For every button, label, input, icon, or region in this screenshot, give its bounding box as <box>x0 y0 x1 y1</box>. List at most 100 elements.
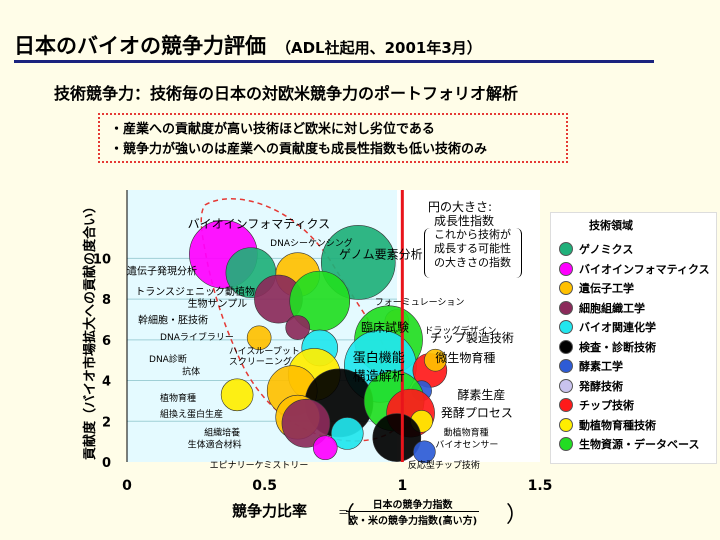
legend-label: バイオ関連化学 <box>579 321 656 334</box>
page-title: 日本のバイオの競争力評価 （ADL社起用、2001年3月） <box>14 30 482 60</box>
bubble-label: 動植物育種 <box>444 427 489 439</box>
x-tick-label: 0 <box>122 478 132 494</box>
bubble-label: チップ製造技術 <box>430 331 514 345</box>
bubble-label: 幹細胞・胚技術 <box>138 314 208 327</box>
bubble-label: バイオセンサー <box>435 440 498 451</box>
legend-label: ゲノミクス <box>579 243 634 256</box>
legend-label: 発酵技術 <box>579 379 623 393</box>
bubble-label: 反応型チップ技術 <box>408 459 480 471</box>
legend-swatch <box>559 378 573 393</box>
equals-sign: ＝ <box>338 506 349 519</box>
legend-item: 発酵技術 <box>559 378 623 394</box>
x-tick-label: 0.5 <box>252 478 277 494</box>
bubble-point <box>312 435 338 461</box>
x-axis-fraction: 日本の競争力指数 欧・米の競争力指数(高い方) <box>346 496 480 527</box>
size-note-line3: 成長する可能性 <box>434 242 511 255</box>
legend-label: 酵素工学 <box>579 360 623 373</box>
legend: 技術領域 ゲノミクスバイオインフォマティクス 遺伝子工学細胞組織工学 バイオ関連化学… <box>550 212 717 464</box>
legend-item: 生物資源・データベース <box>559 436 699 452</box>
bubble-label: ドラッグデザイン <box>424 325 496 337</box>
legend-item: ゲノミクス <box>559 241 633 257</box>
legend-swatch <box>559 417 573 432</box>
bubble-label: 臨床試験 <box>361 320 409 335</box>
legend-swatch <box>559 242 573 256</box>
y-axis-label: 貢献度（バイオ市場拡大への貢献の度合い） <box>82 200 98 460</box>
x-tick-label: 1.5 <box>528 478 553 494</box>
bubble-label: DNA診断 <box>149 353 187 365</box>
note-line-1: ・産業への貢献度が高い技術ほど欧米に対し劣位である <box>110 122 435 137</box>
legend-label: チップ技術 <box>579 399 634 412</box>
bubble-point <box>330 417 364 450</box>
legend-swatch <box>559 437 573 451</box>
y-tick-label: 0 <box>102 456 111 471</box>
paren-left: （ <box>333 503 356 528</box>
legend-title: 技術領域 <box>589 219 633 232</box>
size-note: 円の大きさ: 成長性指数 これから技術が 成長する可能性 の大きさの指数 <box>428 200 520 270</box>
legend-label: 動植物育種技術 <box>579 418 656 432</box>
bubble-label: スクリーニング <box>229 355 292 367</box>
legend-swatch <box>559 359 573 373</box>
note-line-2: ・競争力が強いのは産業への貢献度も成長性指数も低い技術のみ <box>110 142 488 157</box>
legend-item: 遺伝子工学 <box>559 280 634 296</box>
x-tick-label: 1 <box>397 478 407 494</box>
size-note-line1: 成長性指数 <box>434 214 495 228</box>
legend-label: 細胞組織工学 <box>579 301 645 315</box>
fraction-numerator: 日本の競争力指数 <box>346 496 480 512</box>
bubble-label: 微生物育種 <box>435 350 495 365</box>
bubble-label: DNAライブラリー <box>160 331 234 343</box>
y-tick-label: 4 <box>102 375 111 390</box>
y-tick-label: 2 <box>102 415 111 430</box>
legend-swatch <box>559 281 573 295</box>
bubble-point <box>424 348 447 372</box>
title-sub: （ADL社起用、2001年3月） <box>276 39 482 57</box>
legend-swatch <box>559 398 573 412</box>
bubble-label: 蛋白機能 <box>353 350 405 366</box>
bubble-label: 発酵プロセス <box>441 406 513 420</box>
bubble-label: 生物サンプル <box>188 297 248 310</box>
bubble-point <box>246 325 272 351</box>
bubble-point <box>220 378 254 412</box>
bubble-label: 酵素生産 <box>457 387 505 402</box>
legend-label: バイオインフォマティクス <box>579 262 710 276</box>
size-note-head: 円の大きさ: <box>428 200 493 214</box>
legend-label: 遺伝子工学 <box>579 282 634 295</box>
bubble-label: トランスジェニック動植物 <box>135 285 255 298</box>
legend-label: 生物資源・データベース <box>579 438 700 451</box>
bubble-label: バイオインフォマティクス <box>188 217 331 231</box>
fraction-denominator: 欧・米の競争力指数(高い方) <box>348 516 478 527</box>
legend-item: 酵素工学 <box>559 358 623 374</box>
bubble-label: 遺伝子発現分析 <box>127 265 197 278</box>
title-main: 日本のバイオの競争力評価 <box>14 34 266 58</box>
bubble-label: 組織培養 <box>204 427 240 439</box>
legend-swatch <box>559 261 573 276</box>
legend-item: 細胞組織工学 <box>559 300 645 316</box>
bubble-label: フォーミュレーション <box>375 298 465 308</box>
legend-item: 動植物育種技術 <box>559 417 656 433</box>
legend-swatch <box>559 339 573 354</box>
y-tick-label: 6 <box>102 334 111 349</box>
bubble-point <box>285 315 311 340</box>
bubble-point <box>281 399 331 448</box>
legend-item: チップ技術 <box>559 397 634 413</box>
bubble-label: DNAシーケンシング <box>270 237 353 249</box>
bubble-label: エピナリーケミストリー <box>210 460 309 471</box>
bubble-label: ハイスループット <box>229 346 300 357</box>
legend-item: バイオ関連化学 <box>559 319 656 335</box>
size-note-bracket <box>424 228 522 278</box>
bubble-point <box>413 440 436 464</box>
bubble-label: 生体適合材料 <box>188 439 242 451</box>
legend-item: バイオインフォマティクス <box>559 261 710 277</box>
bubble-label: 植物育種 <box>160 392 196 404</box>
bubble-label: 抗体 <box>182 365 200 377</box>
title-underline <box>14 60 654 63</box>
legend-swatch <box>559 300 573 315</box>
subtitle: 技術競争力：技術毎の日本の対欧米競争力のポートフォリオ解析 <box>54 84 519 103</box>
bubble-label: 組換え蛋白生産 <box>160 408 223 420</box>
bubble-label: 構造解析 <box>353 370 405 385</box>
legend-item: 検査・診断技術 <box>559 339 656 355</box>
paren-right: ） <box>506 503 529 528</box>
bubble-point <box>372 413 422 462</box>
bubble-label: ゲノム要素分析 <box>339 247 423 261</box>
y-tick-label: 8 <box>102 293 111 308</box>
